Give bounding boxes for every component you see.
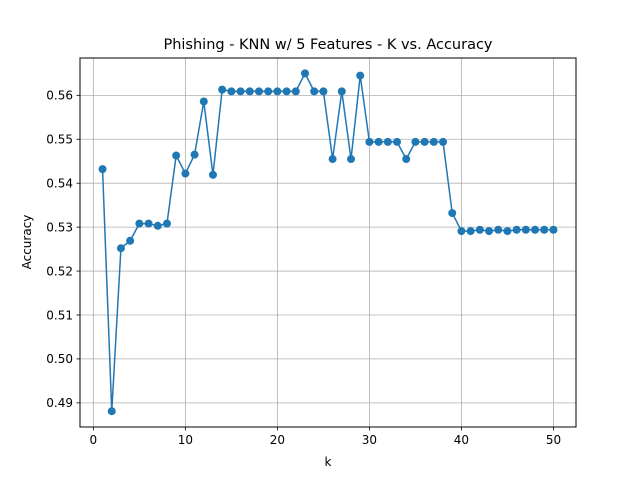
data-point (135, 219, 144, 228)
x-tick-label: 50 (546, 433, 561, 447)
data-point (153, 221, 162, 230)
data-point (328, 155, 337, 164)
x-tick-label: 30 (362, 433, 377, 447)
data-point (540, 225, 549, 234)
data-point (116, 244, 125, 253)
data-point (466, 227, 475, 236)
y-tick-label: 0.50 (46, 352, 73, 366)
data-point (512, 225, 521, 234)
data-point (393, 137, 402, 146)
data-point (282, 87, 291, 96)
data-point (181, 169, 190, 178)
data-point (300, 69, 309, 78)
y-axis: 0.49 0.50 0.51 0.52 0.53 0.54 0.55 0.56 (46, 89, 80, 410)
data-point (291, 87, 300, 96)
data-point (494, 225, 503, 234)
data-point (190, 150, 199, 159)
data-point (448, 209, 457, 218)
data-point (402, 155, 411, 164)
data-point (310, 87, 319, 96)
data-point (365, 137, 374, 146)
data-point (319, 87, 328, 96)
y-tick-label: 0.52 (46, 264, 73, 278)
data-point (236, 87, 245, 96)
chart-title: Phishing - KNN w/ 5 Features - K vs. Acc… (163, 37, 492, 53)
y-tick-label: 0.54 (46, 176, 73, 190)
y-tick-label: 0.56 (46, 89, 73, 103)
data-point (162, 219, 171, 228)
y-tick-label: 0.55 (46, 133, 73, 147)
data-point (273, 87, 282, 96)
data-point (531, 225, 540, 234)
x-tick-label: 0 (90, 433, 98, 447)
data-point (107, 407, 116, 416)
data-point (475, 225, 484, 234)
x-tick-label: 40 (454, 433, 469, 447)
data-point (485, 227, 494, 236)
data-point (199, 97, 208, 106)
y-tick-label: 0.51 (46, 308, 73, 322)
data-point (503, 227, 512, 236)
series-group (98, 69, 558, 416)
x-tick-label: 10 (178, 433, 193, 447)
data-point (439, 137, 448, 146)
data-point (521, 225, 530, 234)
y-axis-title: Accuracy (20, 215, 34, 270)
data-point (457, 227, 466, 236)
data-point (383, 137, 392, 146)
data-point (126, 236, 135, 245)
data-point (144, 219, 153, 228)
plot-area-frame (79, 57, 577, 428)
data-point (254, 87, 263, 96)
data-point (347, 155, 356, 164)
data-point (264, 87, 273, 96)
data-point (429, 137, 438, 146)
x-tick-label: 20 (270, 433, 285, 447)
data-point (172, 151, 181, 160)
data-point (420, 137, 429, 146)
data-point (549, 225, 558, 234)
data-point (356, 71, 365, 80)
x-axis-title: k (325, 455, 332, 469)
data-point (227, 87, 236, 96)
data-point (245, 87, 254, 96)
x-axis: 0 10 20 30 40 50 (90, 427, 561, 447)
data-point (374, 137, 383, 146)
data-point (411, 137, 420, 146)
y-tick-label: 0.53 (46, 220, 73, 234)
data-point (218, 85, 227, 94)
data-point (337, 87, 346, 96)
data-point (208, 170, 217, 179)
grid (80, 58, 576, 427)
y-tick-label: 0.49 (46, 396, 73, 410)
series-line (101, 72, 554, 412)
data-point (98, 165, 107, 174)
